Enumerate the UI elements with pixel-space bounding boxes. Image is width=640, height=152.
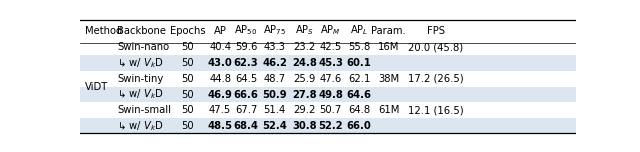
Text: 64.8: 64.8 <box>348 105 370 115</box>
Text: 59.6: 59.6 <box>235 42 257 52</box>
Text: 66.6: 66.6 <box>234 90 259 100</box>
Text: 46.2: 46.2 <box>262 58 287 68</box>
Text: ViDT: ViDT <box>85 82 108 92</box>
Text: 50: 50 <box>182 42 194 52</box>
Text: 30.8: 30.8 <box>292 121 317 131</box>
Text: 52.4: 52.4 <box>262 121 287 131</box>
Text: 43.3: 43.3 <box>264 42 285 52</box>
Text: 52.2: 52.2 <box>318 121 343 131</box>
Text: 47.5: 47.5 <box>209 105 231 115</box>
Text: 27.8: 27.8 <box>292 90 317 100</box>
Text: 12.1 (16.5): 12.1 (16.5) <box>408 105 464 115</box>
Text: 50: 50 <box>182 58 194 68</box>
Text: 16M: 16M <box>378 42 399 52</box>
Text: 50.7: 50.7 <box>319 105 342 115</box>
Text: 50: 50 <box>182 121 194 131</box>
Text: ↳ w/ $V_k$D: ↳ w/ $V_k$D <box>117 56 164 70</box>
Text: 24.8: 24.8 <box>292 58 317 68</box>
Text: 23.2: 23.2 <box>293 42 316 52</box>
Text: Param.: Param. <box>371 26 406 36</box>
Text: 38M: 38M <box>378 74 399 84</box>
Text: Swin-nano: Swin-nano <box>117 42 170 52</box>
Text: 29.2: 29.2 <box>293 105 316 115</box>
Text: 66.0: 66.0 <box>347 121 371 131</box>
Text: 62.3: 62.3 <box>234 58 259 68</box>
Text: 61M: 61M <box>378 105 399 115</box>
Text: AP$_S$: AP$_S$ <box>295 24 314 37</box>
Text: 25.9: 25.9 <box>293 74 316 84</box>
Text: ↳ w/ $V_k$D: ↳ w/ $V_k$D <box>117 119 164 133</box>
Text: 42.5: 42.5 <box>319 42 342 52</box>
Text: 20.0 (45.8): 20.0 (45.8) <box>408 42 463 52</box>
Text: Method: Method <box>85 26 122 36</box>
Text: 64.6: 64.6 <box>346 90 371 100</box>
Text: 40.4: 40.4 <box>209 42 231 52</box>
Text: Swin-tiny: Swin-tiny <box>117 74 163 84</box>
Text: 55.8: 55.8 <box>348 42 370 52</box>
Text: FPS: FPS <box>427 26 445 36</box>
Text: ↳ w/ $V_k$D: ↳ w/ $V_k$D <box>117 88 164 101</box>
Text: 49.8: 49.8 <box>318 90 343 100</box>
Text: AP$_{75}$: AP$_{75}$ <box>263 24 286 37</box>
Text: Backbone: Backbone <box>117 26 166 36</box>
Text: 46.9: 46.9 <box>208 90 232 100</box>
Text: AP: AP <box>214 26 227 36</box>
Bar <box>80 55 576 71</box>
Text: 67.7: 67.7 <box>235 105 257 115</box>
Text: AP$_M$: AP$_M$ <box>320 24 341 37</box>
Text: 50: 50 <box>182 105 194 115</box>
Text: Epochs: Epochs <box>170 26 205 36</box>
Text: 50.9: 50.9 <box>262 90 287 100</box>
Text: 51.4: 51.4 <box>264 105 286 115</box>
Text: 62.1: 62.1 <box>348 74 370 84</box>
Text: 45.3: 45.3 <box>318 58 343 68</box>
Text: AP$_{50}$: AP$_{50}$ <box>234 24 258 37</box>
Text: 64.5: 64.5 <box>235 74 257 84</box>
Text: 48.7: 48.7 <box>264 74 285 84</box>
Text: 43.0: 43.0 <box>208 58 232 68</box>
Text: 44.8: 44.8 <box>209 74 231 84</box>
Text: AP$_L$: AP$_L$ <box>350 24 368 37</box>
Text: 68.4: 68.4 <box>234 121 259 131</box>
Text: 48.5: 48.5 <box>207 121 232 131</box>
Text: Swin-small: Swin-small <box>117 105 172 115</box>
Text: 60.1: 60.1 <box>347 58 371 68</box>
Bar <box>80 118 576 134</box>
Text: 47.6: 47.6 <box>319 74 342 84</box>
Text: 17.2 (26.5): 17.2 (26.5) <box>408 74 464 84</box>
Text: 50: 50 <box>182 74 194 84</box>
Text: 50: 50 <box>182 90 194 100</box>
Bar <box>80 87 576 102</box>
